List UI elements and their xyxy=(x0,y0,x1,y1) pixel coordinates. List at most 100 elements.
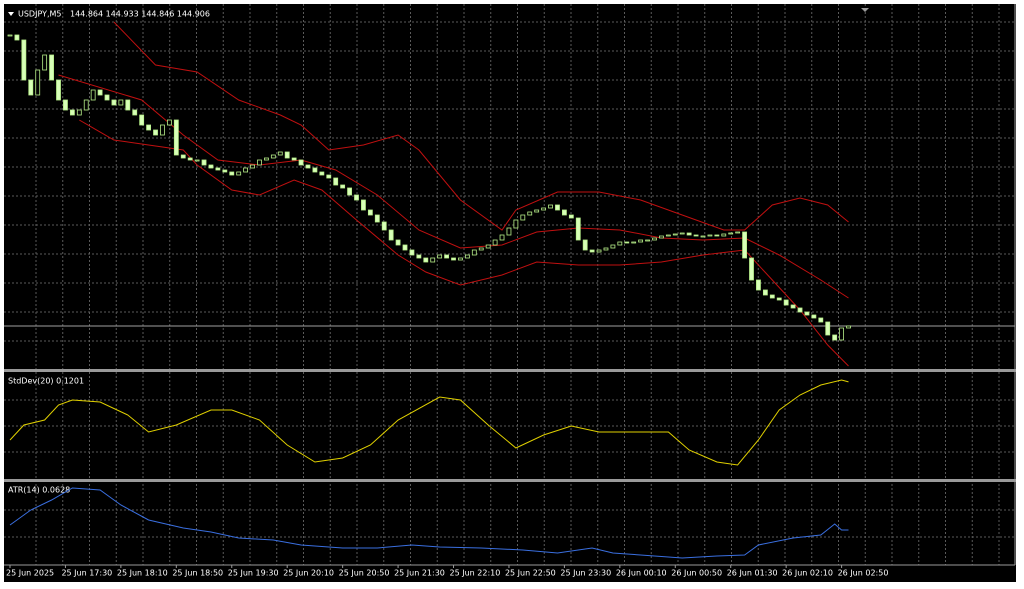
candle-body xyxy=(756,279,761,291)
candle-body xyxy=(749,257,754,281)
candle-body xyxy=(686,232,692,236)
candle-body xyxy=(520,214,526,221)
candle-body xyxy=(464,254,470,259)
candle-body xyxy=(769,294,775,299)
candle-body xyxy=(430,257,436,263)
candle-body xyxy=(575,217,581,241)
candle-body xyxy=(665,234,671,237)
candle-body xyxy=(652,237,657,241)
time-label: 26 Jun 00:50 xyxy=(671,569,722,578)
candle-body xyxy=(721,233,727,237)
time-label: 25 Jun 20:50 xyxy=(339,569,390,578)
candle-body xyxy=(395,239,401,246)
candle-body xyxy=(548,204,553,209)
candle-body xyxy=(298,159,304,166)
indicator-line xyxy=(9,487,849,559)
candle-body xyxy=(742,231,747,259)
menu-arrow[interactable] xyxy=(8,12,14,16)
candle-body xyxy=(243,167,249,173)
time-label: 26 Jun 01:30 xyxy=(727,569,778,578)
candle-body xyxy=(97,89,103,96)
candle-body xyxy=(555,204,560,211)
candle-body xyxy=(631,241,637,244)
time-label: 26 Jun 00:10 xyxy=(616,569,667,578)
candle-body xyxy=(118,99,124,106)
chart-background xyxy=(4,4,1016,582)
candle-body xyxy=(83,99,89,111)
panel-separator xyxy=(4,479,1016,482)
candle-body xyxy=(21,39,27,81)
candle-body xyxy=(264,157,269,161)
candle-body xyxy=(589,249,595,253)
candle-body xyxy=(201,159,207,166)
candle-body xyxy=(672,233,678,236)
candle-body xyxy=(659,235,664,239)
candle-body xyxy=(811,314,817,319)
candle-body xyxy=(319,171,325,176)
candle-body xyxy=(236,171,242,176)
candle-body xyxy=(562,209,567,216)
candle-body xyxy=(146,124,152,131)
candle-body xyxy=(257,159,262,166)
candle-body xyxy=(541,207,547,211)
candle-body xyxy=(229,171,235,176)
candle-body xyxy=(381,221,387,231)
candle-body xyxy=(776,297,782,301)
candle-body xyxy=(416,254,422,259)
candle-body xyxy=(444,254,449,259)
candle-body xyxy=(534,209,540,213)
time-label: 25 Jun 2025 xyxy=(6,569,54,578)
time-label: 25 Jun 21:30 xyxy=(394,569,445,578)
time-label: 25 Jun 18:50 xyxy=(172,569,223,578)
candle-body xyxy=(492,239,498,246)
candle-body xyxy=(312,167,318,173)
candle-body xyxy=(187,157,193,161)
candle-body xyxy=(596,249,602,253)
candle-body xyxy=(638,239,644,243)
shift-marker xyxy=(861,8,869,12)
candle-body xyxy=(513,219,519,229)
candle-body xyxy=(153,129,158,136)
candle-body xyxy=(374,214,380,223)
candle-body xyxy=(451,257,456,261)
candle-body xyxy=(367,209,373,216)
time-label: 25 Jun 22:10 xyxy=(450,569,501,578)
candle-body xyxy=(679,232,685,235)
candle-body xyxy=(333,177,339,186)
grid xyxy=(4,4,1015,565)
candle-body xyxy=(194,159,200,162)
candle-body xyxy=(527,211,533,216)
bollinger-band xyxy=(79,119,849,367)
candle-body xyxy=(832,334,838,341)
candle-body xyxy=(56,79,61,101)
candle-body xyxy=(485,244,491,249)
bollinger-band xyxy=(58,74,849,299)
candle-body xyxy=(250,164,255,169)
candle-body xyxy=(506,227,512,236)
time-label: 26 Jun 02:10 xyxy=(782,569,833,578)
candle-body xyxy=(603,247,609,251)
stddev-title: StdDev(20) 0.1201 xyxy=(8,377,84,386)
indicator-line xyxy=(9,379,849,466)
candle-body xyxy=(42,54,48,71)
candle-body xyxy=(582,239,588,251)
candle-body xyxy=(35,69,41,96)
candle-body xyxy=(645,239,650,242)
candle-body xyxy=(478,247,484,251)
atr-title: ATR(14) 0.0628 xyxy=(8,486,70,495)
candle-body xyxy=(762,289,768,296)
candle-body xyxy=(277,151,283,156)
candle-body xyxy=(63,99,68,111)
panel-separator xyxy=(4,369,1016,372)
candle-body xyxy=(804,311,810,316)
candle-body xyxy=(90,89,96,101)
candle-body xyxy=(139,114,145,126)
candle-body xyxy=(284,151,290,159)
candle-body xyxy=(790,304,796,309)
time-label: 25 Jun 18:10 xyxy=(117,569,168,578)
candle-body xyxy=(707,234,713,237)
candle-body xyxy=(797,307,803,313)
candle-body xyxy=(222,169,228,173)
time-label: 25 Jun 22:50 xyxy=(505,569,556,578)
